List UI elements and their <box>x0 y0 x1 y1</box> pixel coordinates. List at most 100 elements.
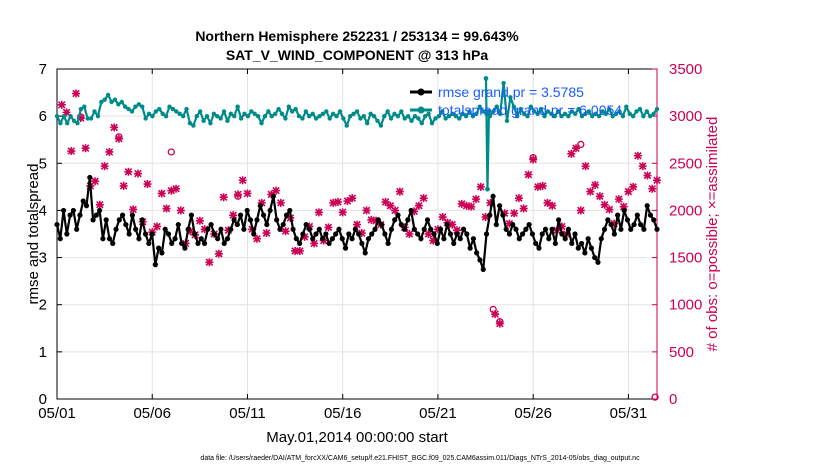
obs-possible-marker <box>496 318 504 326</box>
obs-assimilated-marker <box>272 186 281 195</box>
series-point <box>205 226 211 232</box>
series-point <box>238 212 244 218</box>
series-point <box>191 123 196 128</box>
series-point <box>61 113 67 119</box>
series-point <box>172 236 178 242</box>
obs-assimilated-marker <box>186 227 195 236</box>
obs-possible-marker <box>489 305 497 314</box>
obs-assimilated-marker <box>267 190 276 199</box>
series-point <box>197 109 203 114</box>
series-point <box>326 240 332 247</box>
series-point <box>146 240 152 247</box>
series-point <box>572 231 578 237</box>
obs-assimilated-marker <box>257 198 266 207</box>
series-point <box>136 102 142 107</box>
series-point <box>631 221 637 228</box>
series-point <box>133 226 139 232</box>
series-point <box>194 113 199 119</box>
series-point <box>290 109 295 114</box>
obs-assimilated-marker <box>176 206 185 215</box>
obs-assimilated-marker <box>495 319 504 328</box>
series-point <box>579 113 585 119</box>
series-point <box>528 104 534 109</box>
obs-assimilated-marker <box>410 207 419 216</box>
series-point <box>535 111 540 116</box>
series-point <box>269 113 274 119</box>
series-point <box>493 221 499 228</box>
series-point <box>361 113 367 119</box>
obs-assimilated-marker <box>329 198 338 207</box>
series-point <box>549 226 555 232</box>
series-point <box>474 250 480 256</box>
obs-assimilated-marker <box>548 201 557 210</box>
series-point <box>497 203 503 209</box>
series-point <box>525 113 530 119</box>
series-point <box>293 106 298 112</box>
y-right-tick-label: 2500 <box>669 155 702 172</box>
obs-assimilated-marker <box>614 195 623 204</box>
obs-assimilated-marker <box>486 198 495 207</box>
series-point <box>601 226 608 232</box>
obs-assimilated-marker <box>157 189 166 198</box>
obs-assimilated-marker <box>567 149 576 158</box>
obs-assimilated-marker <box>133 169 142 178</box>
series-point <box>621 207 627 214</box>
obs-assimilated-marker <box>238 176 247 185</box>
series-point <box>585 236 591 242</box>
series-point <box>371 113 377 119</box>
series-point <box>157 106 162 112</box>
series-point <box>346 231 352 237</box>
series-point <box>460 111 465 116</box>
series-point <box>60 207 67 214</box>
obs-assimilated-marker <box>429 236 438 245</box>
series-point <box>463 113 469 119</box>
series-point <box>474 111 479 116</box>
series-point <box>398 221 404 228</box>
series-point <box>375 118 380 124</box>
series-point <box>418 236 424 242</box>
series-point <box>82 104 87 109</box>
obs-assimilated-marker <box>314 208 323 217</box>
series-point <box>195 240 201 247</box>
series-point <box>175 221 181 228</box>
obs-assimilated-marker <box>514 194 523 203</box>
series-point <box>470 236 476 242</box>
series-point <box>287 207 293 214</box>
series-point <box>319 236 326 242</box>
x-tick-label: 05/31 <box>610 405 648 422</box>
series-point <box>241 226 247 232</box>
obs-assimilated-marker <box>305 222 314 231</box>
obs-possible-marker <box>115 133 123 141</box>
obs-assimilated-marker <box>100 162 109 171</box>
series-point <box>142 231 149 237</box>
series-point <box>627 111 632 116</box>
series-point <box>559 231 565 237</box>
series-point <box>411 226 417 232</box>
series-point <box>182 245 188 251</box>
series-point <box>99 99 104 105</box>
series-point <box>276 106 281 112</box>
series-point <box>274 217 280 223</box>
series-point <box>556 217 562 223</box>
obs-assimilated-marker <box>405 230 414 238</box>
y-axis-right-label: # of obs: o=possible; ×=assimilated <box>704 117 721 352</box>
spread-spike-point <box>483 76 489 81</box>
spread-series <box>54 76 660 192</box>
series-point <box>539 231 545 237</box>
series-point <box>450 111 455 116</box>
series-point <box>167 104 172 109</box>
obs-assimilated-marker <box>457 199 466 208</box>
series-point <box>654 226 660 232</box>
obs-assimilated-marker <box>229 211 238 220</box>
legend-spread-marker <box>417 106 425 114</box>
series-point <box>283 212 290 218</box>
series-point <box>634 109 639 114</box>
series-point <box>654 106 660 112</box>
spread-spike-point <box>485 186 490 192</box>
obs-assimilated-marker <box>367 215 376 224</box>
obs-possible-marker <box>167 148 175 156</box>
series-point <box>105 92 111 98</box>
series-point <box>600 109 605 114</box>
obs-assimilated-marker <box>476 182 485 191</box>
series-point <box>67 212 73 218</box>
